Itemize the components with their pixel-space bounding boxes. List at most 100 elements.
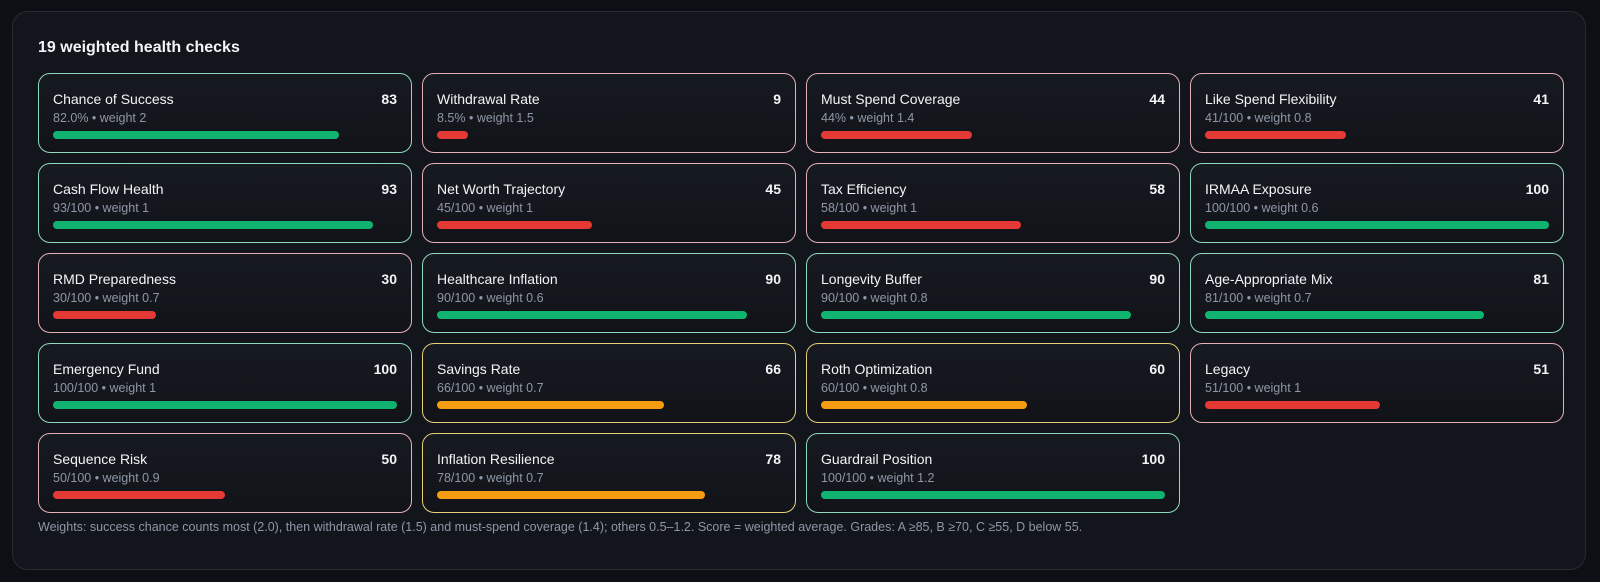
check-score: 78 [765, 451, 781, 467]
score-bar-track [53, 131, 397, 139]
score-bar-track [821, 131, 1165, 139]
check-detail: 100/100 • weight 1 [53, 381, 157, 395]
check-score: 45 [765, 181, 781, 197]
health-check-card[interactable]: IRMAA Exposure 100 100/100 • weight 0.6 [1190, 163, 1564, 243]
check-name: Guardrail Position [821, 451, 933, 467]
score-bar-track [821, 221, 1165, 229]
health-check-card[interactable]: Tax Efficiency 58 58/100 • weight 1 [806, 163, 1180, 243]
check-detail: 51/100 • weight 1 [1205, 381, 1302, 395]
check-score: 90 [765, 271, 781, 287]
health-check-card[interactable]: Roth Optimization 60 60/100 • weight 0.8 [806, 343, 1180, 423]
check-detail: 82.0% • weight 2 [53, 111, 147, 125]
score-bar-track [437, 131, 781, 139]
score-bar-fill [53, 311, 157, 319]
check-score: 93 [381, 181, 397, 197]
health-checks-panel: 19 weighted health checks Chance of Succ… [12, 11, 1586, 570]
score-bar-fill [1205, 221, 1549, 229]
check-score: 51 [1533, 361, 1549, 377]
score-bar-track [53, 221, 397, 229]
check-name: RMD Preparedness [53, 271, 176, 287]
health-check-card[interactable]: Inflation Resilience 78 78/100 • weight 0.… [422, 433, 796, 513]
check-detail: 44% • weight 1.4 [821, 111, 915, 125]
score-bar-fill [1205, 401, 1381, 409]
panel-title: 19 weighted health checks [38, 39, 240, 56]
check-detail: 100/100 • weight 1.2 [821, 471, 935, 485]
check-name: Legacy [1205, 361, 1251, 377]
score-bar-track [437, 401, 781, 409]
health-check-card[interactable]: Withdrawal Rate 9 8.5% • weight 1.5 [422, 73, 796, 153]
health-check-card[interactable]: Healthcare Inflation 90 90/100 • weight 0.… [422, 253, 796, 333]
check-detail: 81/100 • weight 0.7 [1205, 291, 1312, 305]
score-bar-fill [53, 491, 225, 499]
health-check-card[interactable]: Longevity Buffer 90 90/100 • weight 0.8 [806, 253, 1180, 333]
score-bar-track [437, 311, 781, 319]
health-check-card[interactable]: Chance of Success 83 82.0% • weight 2 [38, 73, 412, 153]
check-detail: 90/100 • weight 0.8 [821, 291, 928, 305]
check-score: 30 [381, 271, 397, 287]
score-bar-track [437, 221, 781, 229]
health-check-card[interactable]: RMD Preparedness 30 30/100 • weight 0.7 [38, 253, 412, 333]
check-detail: 41/100 • weight 0.8 [1205, 111, 1312, 125]
check-detail: 58/100 • weight 1 [821, 201, 918, 215]
check-name: Like Spend Flexibility [1205, 91, 1337, 107]
health-check-card[interactable]: Like Spend Flexibility 41 41/100 • weight … [1190, 73, 1564, 153]
score-bar-fill [53, 221, 373, 229]
health-check-card[interactable]: Cash Flow Health 93 93/100 • weight 1 [38, 163, 412, 243]
check-name: Longevity Buffer [821, 271, 922, 287]
health-check-card[interactable]: Must Spend Coverage 44 44% • weight 1.4 [806, 73, 1180, 153]
check-score: 50 [381, 451, 397, 467]
score-bar-fill [821, 311, 1131, 319]
score-bar-fill [821, 401, 1028, 409]
check-name: Cash Flow Health [53, 181, 164, 197]
score-bar-fill [821, 491, 1165, 499]
check-score: 58 [1149, 181, 1165, 197]
health-check-card[interactable]: Savings Rate 66 66/100 • weight 0.7 [422, 343, 796, 423]
score-bar-track [1205, 311, 1549, 319]
check-score: 9 [773, 91, 781, 107]
score-bar-fill [437, 311, 747, 319]
check-detail: 66/100 • weight 0.7 [437, 381, 544, 395]
score-bar-fill [821, 131, 973, 139]
score-bar-track [1205, 401, 1549, 409]
check-name: IRMAA Exposure [1205, 181, 1312, 197]
check-score: 60 [1149, 361, 1165, 377]
weights-footnote: Weights: success chance counts most (2.0… [38, 520, 1083, 534]
check-score: 100 [373, 361, 397, 377]
check-detail: 60/100 • weight 0.8 [821, 381, 928, 395]
score-bar-track [53, 401, 397, 409]
health-check-card[interactable]: Guardrail Position 100 100/100 • weight 1.… [806, 433, 1180, 513]
check-score: 81 [1533, 271, 1549, 287]
check-detail: 90/100 • weight 0.6 [437, 291, 544, 305]
check-score: 83 [381, 91, 397, 107]
score-bar-track [1205, 221, 1549, 229]
score-bar-fill [437, 221, 592, 229]
health-check-card[interactable]: Net Worth Trajectory 45 45/100 • weight 1 [422, 163, 796, 243]
score-bar-fill [821, 221, 1021, 229]
check-detail: 8.5% • weight 1.5 [437, 111, 534, 125]
check-detail: 93/100 • weight 1 [53, 201, 150, 215]
score-bar-track [821, 491, 1165, 499]
score-bar-fill [1205, 311, 1484, 319]
score-bar-track [821, 401, 1165, 409]
check-name: Emergency Fund [53, 361, 160, 377]
health-check-card[interactable]: Legacy 51 51/100 • weight 1 [1190, 343, 1564, 423]
health-check-card[interactable]: Age-Appropriate Mix 81 81/100 • weight 0.7 [1190, 253, 1564, 333]
check-name: Must Spend Coverage [821, 91, 961, 107]
check-name: Chance of Success [53, 91, 174, 107]
check-name: Withdrawal Rate [437, 91, 540, 107]
score-bar-fill [53, 401, 397, 409]
score-bar-fill [437, 491, 706, 499]
check-name: Sequence Risk [53, 451, 148, 467]
check-score: 66 [765, 361, 781, 377]
check-score: 100 [1141, 451, 1165, 467]
health-check-card[interactable]: Sequence Risk 50 50/100 • weight 0.9 [38, 433, 412, 513]
health-check-card[interactable]: Emergency Fund 100 100/100 • weight 1 [38, 343, 412, 423]
check-detail: 78/100 • weight 0.7 [437, 471, 544, 485]
check-score: 90 [1149, 271, 1165, 287]
score-bar-track [53, 491, 397, 499]
check-name: Savings Rate [437, 361, 521, 377]
check-detail: 30/100 • weight 0.7 [53, 291, 160, 305]
health-checks-grid: Chance of Success 83 82.0% • weight 2 Withd… [38, 73, 1564, 513]
score-bar-track [437, 491, 781, 499]
check-name: Roth Optimization [821, 361, 933, 377]
